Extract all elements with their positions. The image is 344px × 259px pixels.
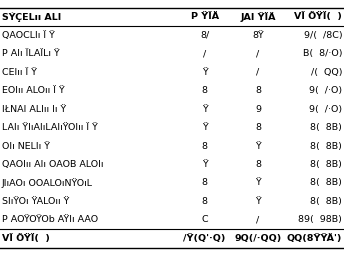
Text: IŁNAI ALIıı Iı Ÿ: IŁNAI ALIıı Iı Ÿ bbox=[2, 105, 66, 114]
Text: P AOŸOŸOb AŸIı AAO: P AOŸOŸOb AŸIı AAO bbox=[2, 215, 98, 224]
Text: /: / bbox=[256, 49, 260, 58]
Text: VÏ ÖŸÏ(  ): VÏ ÖŸÏ( ) bbox=[2, 234, 50, 243]
Text: 8(  8B): 8( 8B) bbox=[310, 197, 342, 206]
Text: 8: 8 bbox=[255, 160, 261, 169]
Text: 8Ÿ: 8Ÿ bbox=[252, 31, 264, 40]
Text: 8: 8 bbox=[202, 142, 208, 150]
Text: CEIıı Ï Ÿ: CEIıı Ï Ÿ bbox=[2, 68, 37, 77]
Text: 8(  8B): 8( 8B) bbox=[310, 142, 342, 150]
Text: 8: 8 bbox=[202, 178, 208, 188]
Text: LAIı ŸIıAIıLAIıŸOIıı Ï Ÿ: LAIı ŸIıAIıLAIıŸOIıı Ï Ÿ bbox=[2, 123, 98, 132]
Text: /Ÿ(Q'·Q): /Ÿ(Q'·Q) bbox=[183, 234, 226, 243]
Text: /: / bbox=[203, 49, 206, 58]
Text: Ÿ: Ÿ bbox=[202, 123, 207, 132]
Text: QQ(8ŸŸÄ'): QQ(8ŸŸÄ') bbox=[287, 234, 342, 243]
Text: Ÿ: Ÿ bbox=[255, 178, 261, 188]
Text: 8: 8 bbox=[202, 197, 208, 206]
Text: SÝÇELıı ALI: SÝÇELıı ALI bbox=[2, 12, 61, 22]
Text: Ÿ: Ÿ bbox=[255, 197, 261, 206]
Text: EOIıı ALOıı Ï Ÿ: EOIıı ALOıı Ï Ÿ bbox=[2, 86, 64, 95]
Text: 89(  98B): 89( 98B) bbox=[298, 215, 342, 224]
Text: VÏ ÖŸÏ(  ): VÏ ÖŸÏ( ) bbox=[294, 12, 342, 21]
Text: 8/: 8/ bbox=[200, 31, 209, 40]
Text: 8(  8B): 8( 8B) bbox=[310, 178, 342, 188]
Text: P ŸÏÄ: P ŸÏÄ bbox=[191, 12, 219, 21]
Text: 9(  /·O): 9( /·O) bbox=[309, 86, 342, 95]
Text: QAOIıı AIı OAOB ALOIı: QAOIıı AIı OAOB ALOIı bbox=[2, 160, 103, 169]
Text: 9Q(/·QQ): 9Q(/·QQ) bbox=[234, 234, 282, 243]
Text: 9(  /·O): 9( /·O) bbox=[309, 105, 342, 114]
Text: Ÿ: Ÿ bbox=[202, 68, 207, 77]
Text: OIı NELIı Ÿ: OIı NELIı Ÿ bbox=[2, 142, 50, 150]
Text: P AIı ÏLAÏLı Ÿ: P AIı ÏLAÏLı Ÿ bbox=[2, 49, 60, 58]
Text: JAI ŸÏÄ: JAI ŸÏÄ bbox=[240, 12, 276, 22]
Text: 9/(  /8C): 9/( /8C) bbox=[304, 31, 342, 40]
Text: /: / bbox=[256, 68, 260, 77]
Text: 8(  8B): 8( 8B) bbox=[310, 160, 342, 169]
Text: SIıŸOı ŸALOıı Ÿ: SIıŸOı ŸALOıı Ÿ bbox=[2, 197, 69, 206]
Text: 8(  8B): 8( 8B) bbox=[310, 123, 342, 132]
Text: 9: 9 bbox=[255, 105, 261, 114]
Text: 8: 8 bbox=[255, 123, 261, 132]
Text: JIıAOı OOALOıNŸOıL: JIıAOı OOALOıNŸOıL bbox=[2, 178, 93, 188]
Text: /: / bbox=[256, 215, 260, 224]
Text: QAOCLIı Ï Ÿ: QAOCLIı Ï Ÿ bbox=[2, 31, 55, 40]
Text: B(  8/·O): B( 8/·O) bbox=[303, 49, 342, 58]
Text: Ÿ: Ÿ bbox=[202, 105, 207, 114]
Text: 8: 8 bbox=[202, 86, 208, 95]
Text: 8: 8 bbox=[255, 86, 261, 95]
Text: Ÿ: Ÿ bbox=[202, 160, 207, 169]
Text: /(  QQ): /( QQ) bbox=[311, 68, 342, 77]
Text: C: C bbox=[201, 215, 208, 224]
Text: Ÿ: Ÿ bbox=[255, 142, 261, 150]
